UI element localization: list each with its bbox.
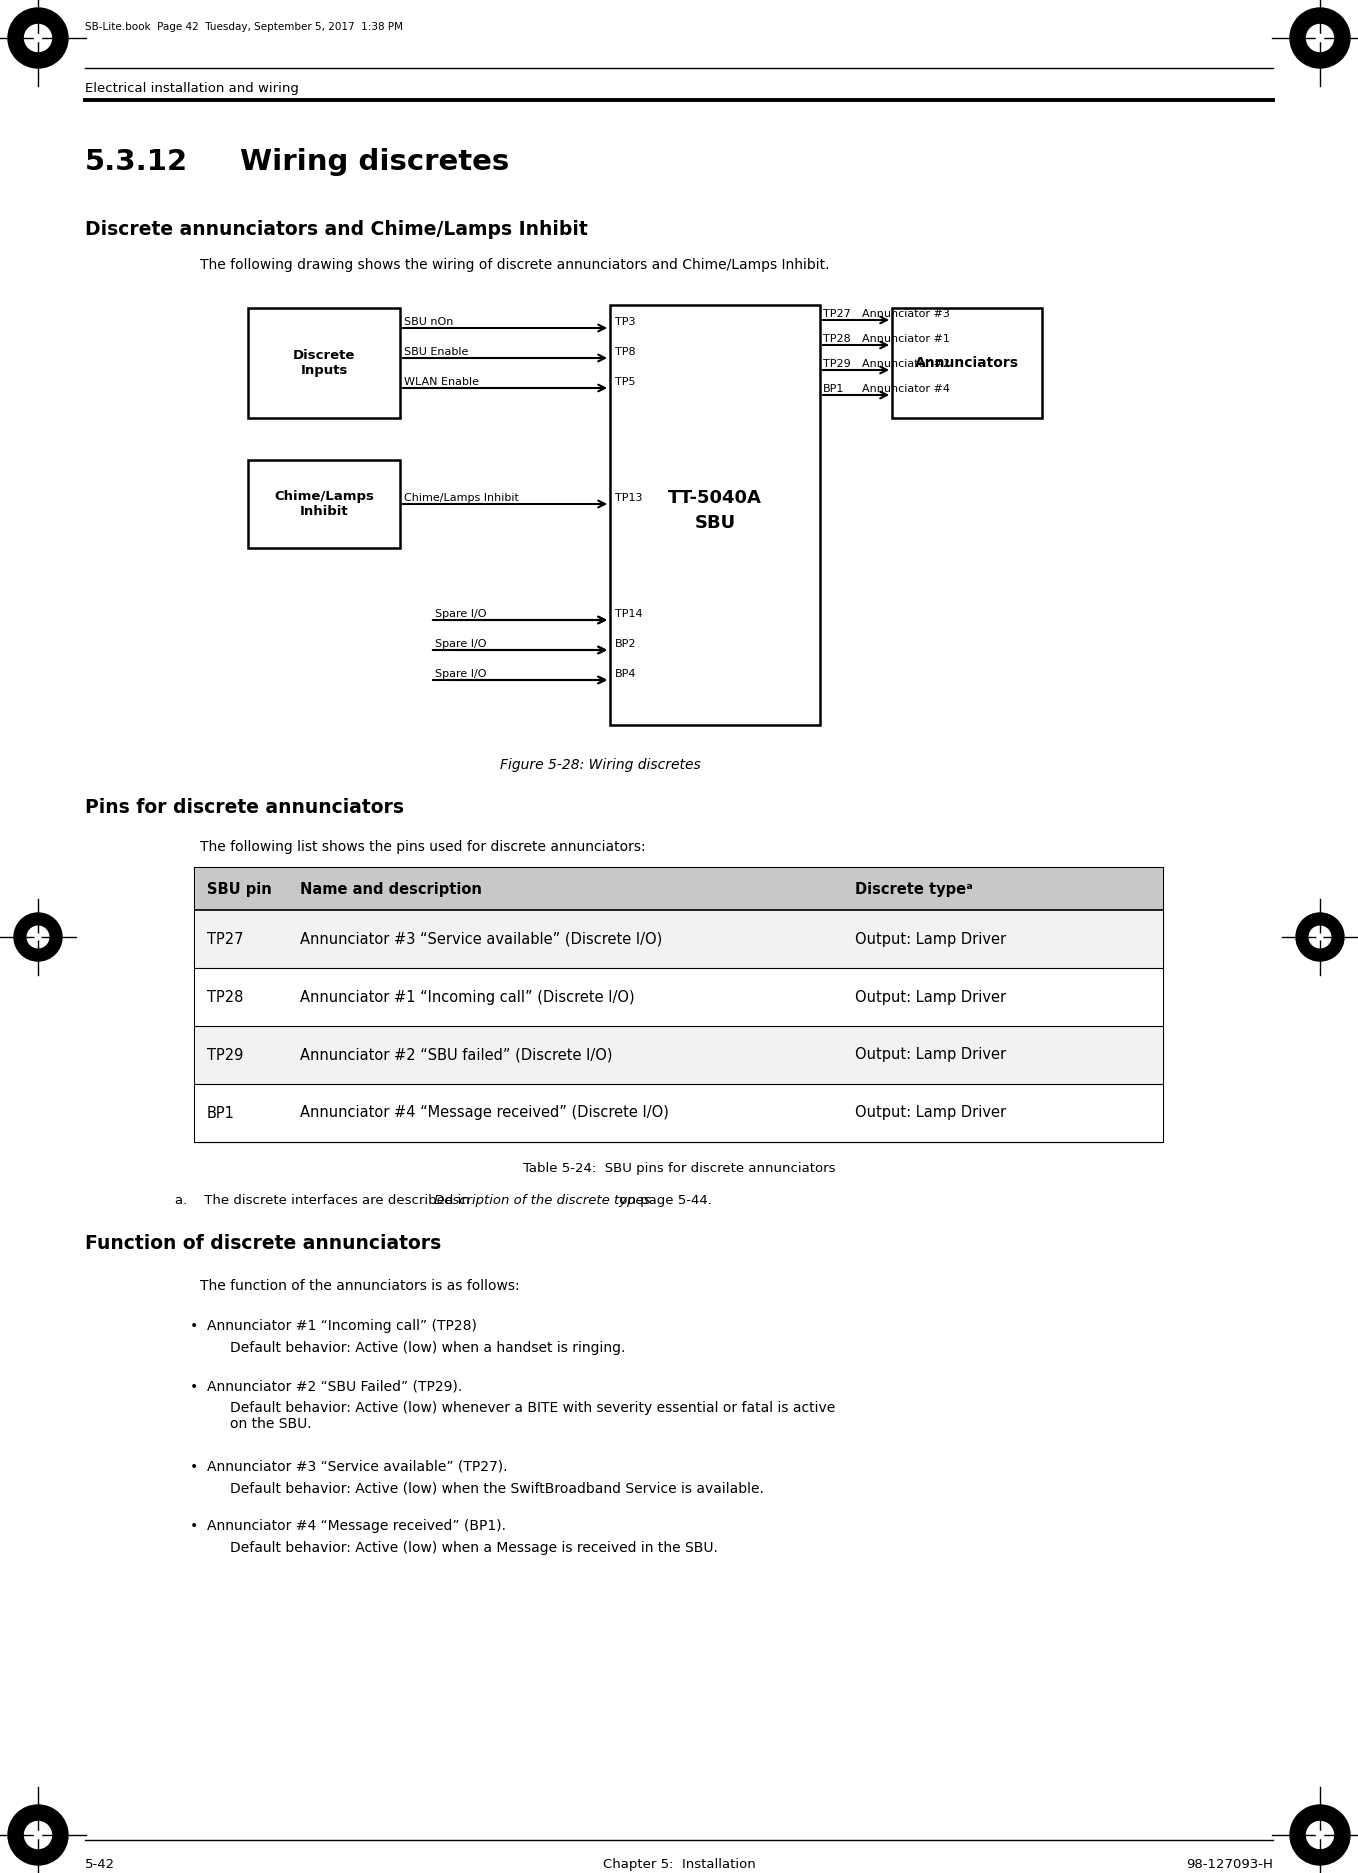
- Text: BP1: BP1: [823, 384, 845, 393]
- Text: 98-127093-H: 98-127093-H: [1186, 1858, 1272, 1871]
- Circle shape: [1296, 912, 1344, 961]
- Text: TP3: TP3: [615, 317, 636, 328]
- Text: Default behavior: Active (low) when a Message is received in the SBU.: Default behavior: Active (low) when a Me…: [230, 1541, 718, 1555]
- Circle shape: [1316, 1832, 1324, 1839]
- Circle shape: [1306, 24, 1334, 51]
- Text: SBU nOn: SBU nOn: [403, 317, 454, 328]
- Text: Annunciator #1 “Incoming call” (Discrete I/O): Annunciator #1 “Incoming call” (Discrete…: [300, 989, 634, 1004]
- Text: Discrete
Inputs: Discrete Inputs: [293, 348, 356, 376]
- Text: Output: Lamp Driver: Output: Lamp Driver: [856, 1047, 1006, 1062]
- Text: SB-Lite.book  Page 42  Tuesday, September 5, 2017  1:38 PM: SB-Lite.book Page 42 Tuesday, September …: [86, 22, 403, 32]
- Circle shape: [1290, 1806, 1350, 1866]
- Text: Default behavior: Active (low) whenever a BITE with severity essential or fatal : Default behavior: Active (low) whenever …: [230, 1401, 835, 1431]
- Text: TP14: TP14: [615, 609, 642, 618]
- Text: TP13: TP13: [615, 493, 642, 504]
- Text: Electrical installation and wiring: Electrical installation and wiring: [86, 82, 299, 96]
- Circle shape: [1309, 927, 1331, 948]
- Text: The function of the annunciators is as follows:: The function of the annunciators is as f…: [200, 1279, 520, 1292]
- Text: Table 5-24:  SBU pins for discrete annunciators: Table 5-24: SBU pins for discrete annunc…: [523, 1161, 835, 1174]
- Circle shape: [27, 927, 49, 948]
- Circle shape: [1306, 1822, 1334, 1849]
- Bar: [196, 968, 1162, 1026]
- Text: TP29: TP29: [206, 1047, 243, 1062]
- Text: Pins for discrete annunciators: Pins for discrete annunciators: [86, 798, 403, 817]
- Text: Annunciator #4: Annunciator #4: [862, 384, 951, 393]
- Circle shape: [8, 7, 68, 67]
- Text: Name and description: Name and description: [300, 882, 482, 897]
- Text: Annunciator #1: Annunciator #1: [862, 333, 949, 345]
- Text: SBU Enable: SBU Enable: [403, 347, 469, 358]
- Text: TP28: TP28: [823, 333, 850, 345]
- Text: Chapter 5:  Installation: Chapter 5: Installation: [603, 1858, 755, 1871]
- Text: Chime/Lamps Inhibit: Chime/Lamps Inhibit: [403, 493, 519, 504]
- Text: Figure 5-28: Wiring discretes: Figure 5-28: Wiring discretes: [500, 759, 701, 772]
- Text: TT-5040A
SBU: TT-5040A SBU: [668, 489, 762, 532]
- Circle shape: [34, 34, 42, 41]
- Text: Annunciators: Annunciators: [915, 356, 1018, 371]
- Bar: [196, 867, 1162, 1143]
- Text: BP1: BP1: [206, 1105, 235, 1120]
- Bar: [196, 1084, 1162, 1143]
- Text: 5-42: 5-42: [86, 1858, 115, 1871]
- Text: •  Annunciator #3 “Service available” (TP27).: • Annunciator #3 “Service available” (TP…: [190, 1459, 508, 1472]
- Text: Output: Lamp Driver: Output: Lamp Driver: [856, 989, 1006, 1004]
- Bar: [249, 307, 401, 418]
- Bar: [196, 867, 1162, 910]
- Text: The following drawing shows the wiring of discrete annunciators and Chime/Lamps : The following drawing shows the wiring o…: [200, 258, 830, 272]
- Text: Discrete annunciators and Chime/Lamps Inhibit: Discrete annunciators and Chime/Lamps In…: [86, 219, 588, 240]
- Text: SBU pin: SBU pin: [206, 882, 272, 897]
- Text: TP5: TP5: [615, 376, 636, 388]
- Circle shape: [24, 1822, 52, 1849]
- Circle shape: [1317, 935, 1323, 940]
- Text: TP27: TP27: [206, 931, 243, 946]
- Text: TP27: TP27: [823, 309, 850, 318]
- Text: TP28: TP28: [206, 989, 243, 1004]
- Text: Spare I/O: Spare I/O: [435, 609, 486, 618]
- Text: •  Annunciator #2 “SBU Failed” (TP29).: • Annunciator #2 “SBU Failed” (TP29).: [190, 1379, 462, 1394]
- Bar: [249, 461, 401, 549]
- Text: Default behavior: Active (low) when a handset is ringing.: Default behavior: Active (low) when a ha…: [230, 1341, 626, 1354]
- Circle shape: [35, 935, 41, 940]
- Text: Default behavior: Active (low) when the SwiftBroadband Service is available.: Default behavior: Active (low) when the …: [230, 1482, 763, 1495]
- Text: Description of the discrete types: Description of the discrete types: [433, 1193, 650, 1206]
- Text: Spare I/O: Spare I/O: [435, 639, 486, 650]
- Circle shape: [14, 912, 62, 961]
- Circle shape: [34, 1832, 42, 1839]
- Text: The following list shows the pins used for discrete annunciators:: The following list shows the pins used f…: [200, 839, 645, 854]
- Circle shape: [1316, 34, 1324, 41]
- Text: TP8: TP8: [615, 347, 636, 358]
- Text: Discrete typeᵃ: Discrete typeᵃ: [856, 882, 972, 897]
- Text: Wiring discretes: Wiring discretes: [240, 148, 509, 176]
- Text: Annunciator #2 “SBU failed” (Discrete I/O): Annunciator #2 “SBU failed” (Discrete I/…: [300, 1047, 612, 1062]
- Text: WLAN Enable: WLAN Enable: [403, 376, 479, 388]
- Bar: [196, 910, 1162, 968]
- Text: Annunciator #3 “Service available” (Discrete I/O): Annunciator #3 “Service available” (Disc…: [300, 931, 663, 946]
- Circle shape: [8, 1806, 68, 1866]
- Text: Output: Lamp Driver: Output: Lamp Driver: [856, 1105, 1006, 1120]
- Text: Spare I/O: Spare I/O: [435, 669, 486, 680]
- Text: Output: Lamp Driver: Output: Lamp Driver: [856, 931, 1006, 946]
- Text: on page 5-44.: on page 5-44.: [615, 1193, 712, 1206]
- Text: Function of discrete annunciators: Function of discrete annunciators: [86, 1234, 441, 1253]
- Text: BP2: BP2: [615, 639, 637, 650]
- Text: •  Annunciator #1 “Incoming call” (TP28): • Annunciator #1 “Incoming call” (TP28): [190, 1319, 477, 1334]
- Circle shape: [1290, 7, 1350, 67]
- Text: •  Annunciator #4 “Message received” (BP1).: • Annunciator #4 “Message received” (BP1…: [190, 1519, 507, 1532]
- Bar: [892, 307, 1042, 418]
- Text: TP29: TP29: [823, 360, 850, 369]
- Text: 5.3.12: 5.3.12: [86, 148, 189, 176]
- Text: a.    The discrete interfaces are described in: a. The discrete interfaces are described…: [175, 1193, 474, 1206]
- Text: Chime/Lamps
Inhibit: Chime/Lamps Inhibit: [274, 491, 373, 519]
- Bar: [610, 305, 820, 725]
- Text: Annunciator #3: Annunciator #3: [862, 309, 949, 318]
- Text: Annunciator #4 “Message received” (Discrete I/O): Annunciator #4 “Message received” (Discr…: [300, 1105, 669, 1120]
- Text: Annunciator #2: Annunciator #2: [862, 360, 951, 369]
- Circle shape: [24, 24, 52, 51]
- Text: BP4: BP4: [615, 669, 637, 680]
- Bar: [196, 1026, 1162, 1084]
